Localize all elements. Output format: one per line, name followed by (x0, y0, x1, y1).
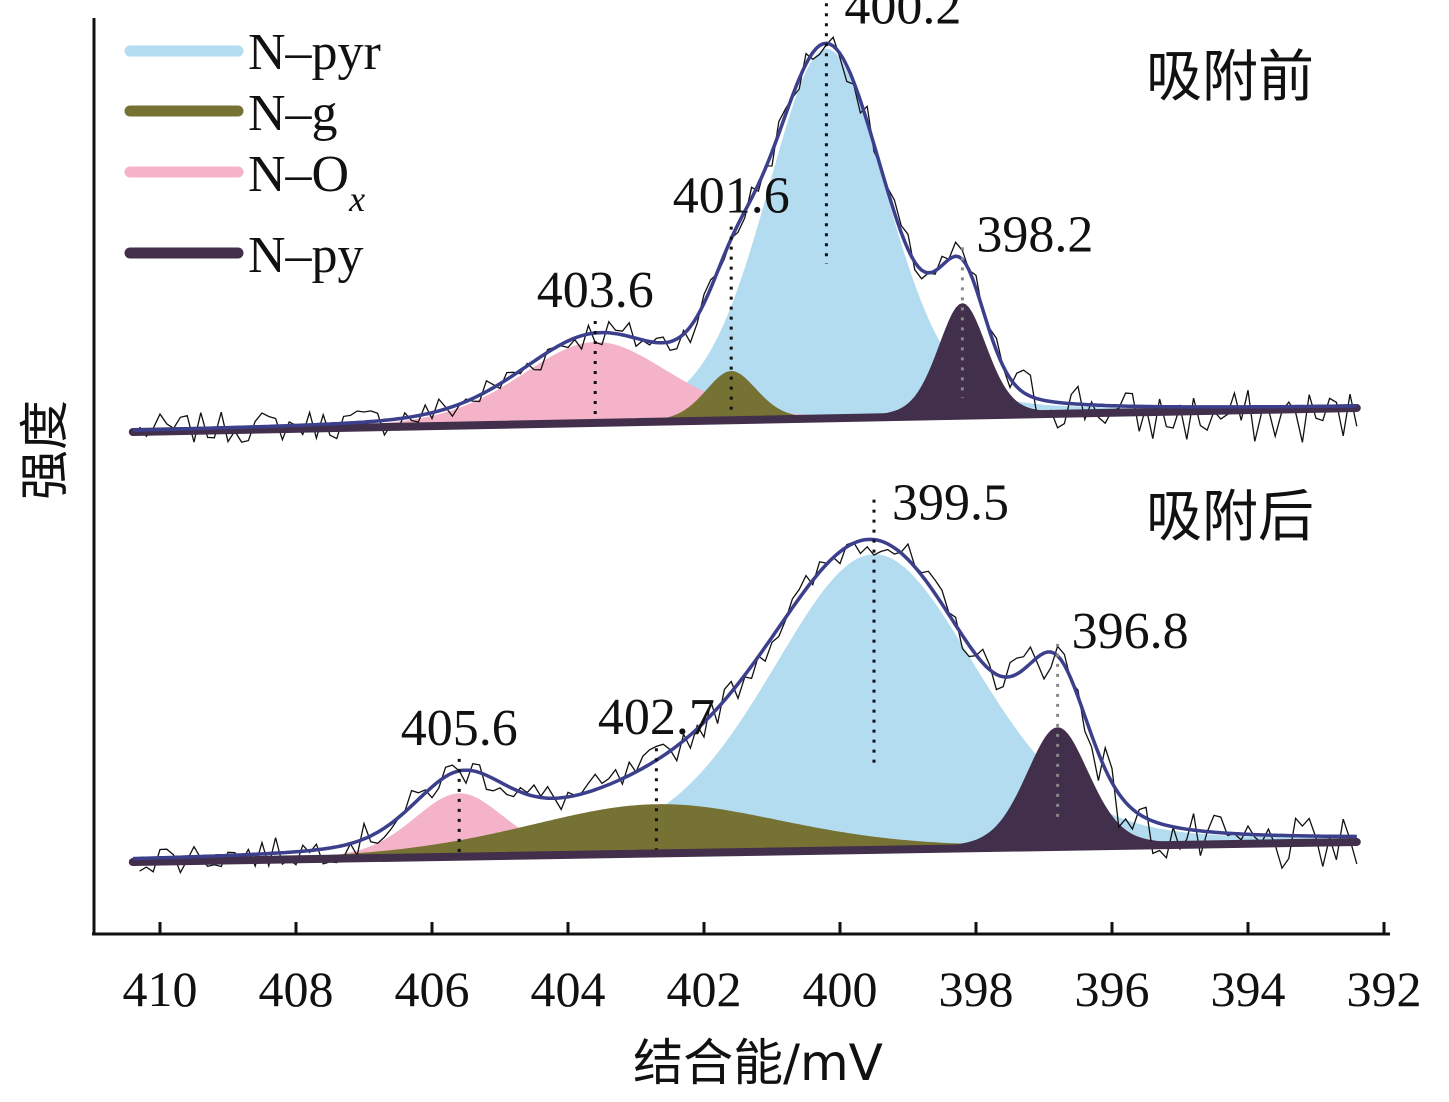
envelope-fit-panel1 (132, 41, 1357, 433)
panel-label-before: 吸附前 (1146, 45, 1314, 110)
x-tick-label-402: 402 (667, 961, 742, 1017)
peak-label-402.7: 402.7 (598, 689, 715, 746)
x-tick-label-406: 406 (395, 961, 470, 1017)
x-tick-label-398: 398 (939, 961, 1014, 1017)
peak-label-399.5: 399.5 (892, 475, 1009, 532)
legend-item-n-py: N–py (124, 227, 364, 284)
legend-item-n-pyr: N–pyr (124, 24, 381, 81)
legend-label-n-ox-subscript: x (348, 179, 365, 219)
peak-label-405.6: 405.6 (401, 700, 518, 757)
peak-label-401.6: 401.6 (673, 168, 790, 225)
axes: 410 408 406 404 402 400 398 396 394 392 结合能/mV 强度 (16, 18, 1422, 1092)
panel-label-after: 吸附后 (1146, 485, 1314, 550)
x-tick-label-408: 408 (259, 961, 334, 1017)
x-tick-label-396: 396 (1075, 961, 1150, 1017)
peak-label-400.2: 400.2 (844, 0, 961, 35)
baseline-panel2 (128, 838, 1361, 866)
x-tick-label-400: 400 (803, 961, 878, 1017)
baseline-panel1 (128, 404, 1361, 436)
legend-item-n-ox: N–Ox (124, 146, 365, 219)
x-tick-label-404: 404 (531, 961, 606, 1017)
legend-item-n-g: N–g (124, 85, 338, 142)
peak-label-396.8: 396.8 (1072, 603, 1189, 660)
peak-fill-n-g-panel1 (132, 371, 1357, 432)
legend: N–pyr N–g N–Ox N–py (124, 24, 381, 284)
peak-fill-n-pyr-panel1 (132, 48, 1357, 433)
y-axis-title: 强度 (16, 400, 74, 500)
panel-before-adsorption: 403.6 401.6 400.2 398.2 吸附前 (128, 0, 1361, 444)
peak-fill-n-g-panel2 (132, 804, 1357, 862)
peak-label-398.2: 398.2 (976, 206, 1093, 263)
x-tick-label-394: 394 (1211, 961, 1286, 1017)
x-tick-label-410: 410 (123, 961, 198, 1017)
peak-fill-n-py-panel2 (132, 727, 1357, 862)
peak-label-403.6: 403.6 (537, 262, 654, 319)
panel-after-adsorption: 405.6 402.7 399.5 396.8 吸附后 (128, 475, 1361, 875)
legend-label-n-g: N–g (248, 85, 338, 142)
x-axis-title: 结合能/mV (633, 1034, 883, 1092)
x-tick-label-392: 392 (1347, 961, 1422, 1017)
envelope-fit-panel2 (132, 537, 1357, 861)
legend-label-n-pyr: N–pyr (248, 24, 381, 81)
legend-label-n-ox: N–Ox (248, 146, 365, 219)
legend-label-n-ox-main: N–O (248, 146, 349, 203)
legend-label-n-py: N–py (248, 227, 364, 284)
